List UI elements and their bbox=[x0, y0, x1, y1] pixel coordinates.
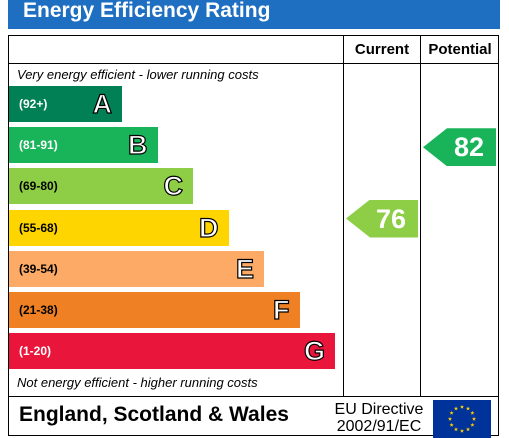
band-a: (92+) A bbox=[9, 86, 122, 122]
eu-star bbox=[471, 416, 477, 421]
eu-star bbox=[449, 410, 454, 415]
band-f: (21-38) F bbox=[9, 292, 300, 328]
eu-star bbox=[453, 427, 459, 432]
eu-star bbox=[465, 406, 471, 411]
band-range-label: (39-54) bbox=[19, 261, 58, 276]
eu-directive-line2: 2002/91/EC bbox=[336, 418, 422, 435]
band-range-label: (81-91) bbox=[19, 138, 58, 153]
eu-star bbox=[459, 404, 465, 409]
band-e: (39-54) E bbox=[9, 250, 264, 287]
current-rating-arrow: 76 bbox=[346, 199, 418, 238]
band-letter-label: E bbox=[235, 253, 254, 284]
rating-chart: Current Potential Very energy efficient … bbox=[8, 35, 499, 397]
band-range-label: (55-68) bbox=[19, 220, 58, 235]
inefficient-note: Not energy efficient - higher running co… bbox=[17, 375, 258, 390]
band-range-label: (92+) bbox=[19, 97, 48, 111]
band-b: (81-91) B bbox=[9, 127, 158, 164]
footer: England, Scotland & Wales EU Directive 2… bbox=[8, 396, 499, 438]
efficient-note: Very energy efficient - lower running co… bbox=[17, 67, 259, 82]
column-divider-potential bbox=[420, 36, 421, 396]
band-letter-label: F bbox=[272, 294, 290, 325]
band-c: (69-80) C bbox=[9, 168, 193, 205]
eu-directive-line1: EU Directive bbox=[334, 401, 424, 418]
eu-star bbox=[470, 422, 475, 427]
band-range-label: (21-38) bbox=[19, 303, 58, 317]
band-g: (1-20) G bbox=[9, 333, 335, 370]
current-column-header: Current bbox=[354, 41, 410, 58]
eu-star bbox=[449, 422, 454, 427]
band-letter-label: A bbox=[92, 88, 113, 119]
band-letter-label: G bbox=[303, 336, 325, 367]
band-letter-label: D bbox=[198, 212, 219, 243]
band-range-label: (1-20) bbox=[19, 344, 52, 359]
eu-star bbox=[465, 427, 471, 432]
footer-region-label: England, Scotland & Wales bbox=[19, 403, 289, 426]
column-divider-current bbox=[343, 36, 344, 396]
page-title: Energy Efficiency Rating bbox=[8, 0, 500, 29]
eu-star bbox=[453, 406, 459, 411]
band-d: (55-68) D bbox=[9, 209, 229, 246]
potential-column-header: Potential bbox=[428, 41, 492, 58]
eu-star bbox=[470, 410, 475, 415]
band-letter-label: C bbox=[163, 171, 184, 202]
eu-flag-icon bbox=[433, 400, 491, 438]
header-divider bbox=[9, 63, 498, 64]
potential-rating-arrow: 82 bbox=[423, 128, 496, 167]
band-range-label: (69-80) bbox=[19, 179, 58, 194]
band-letter-label: B bbox=[127, 130, 148, 161]
eu-star bbox=[447, 416, 453, 421]
